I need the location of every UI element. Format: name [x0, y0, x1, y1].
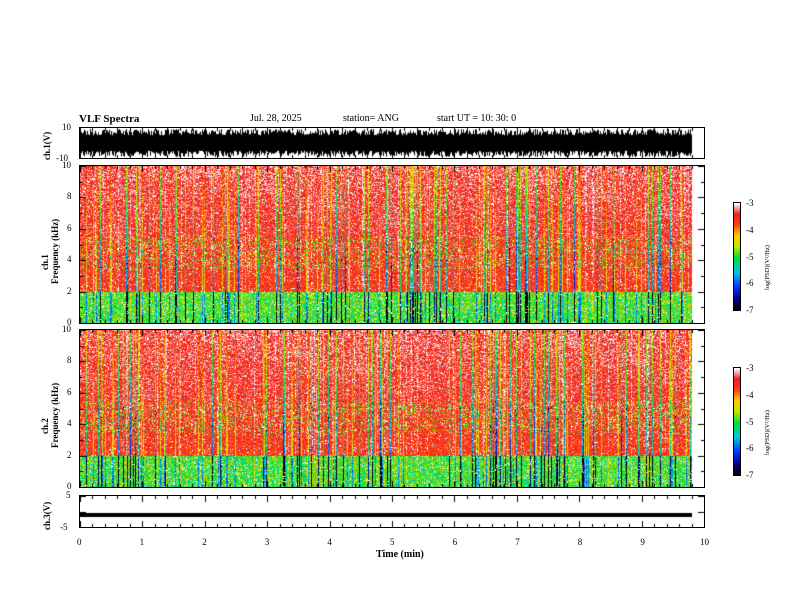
colorbar-tick--3: -3 — [746, 363, 754, 373]
x-tick-5: 5 — [390, 537, 395, 547]
colorbar-tick--3: -3 — [746, 198, 754, 208]
chart-title: VLF Spectra — [79, 113, 140, 125]
freq-tick-2: 2 — [67, 449, 72, 460]
ch3-plot — [80, 496, 704, 527]
freq-tick-4: 4 — [67, 254, 72, 265]
freq-tick-0: 0 — [67, 317, 72, 327]
x-tick-9: 9 — [640, 537, 645, 547]
start-time-label: start UT = 10: 30: 0 — [437, 113, 517, 124]
ch1-spectrogram-panel — [79, 165, 705, 324]
freq-tick-2: 2 — [67, 285, 72, 296]
colorbar-2-label: log(PSD)(V²/Hz) — [764, 410, 771, 455]
colorbar-2 — [733, 367, 741, 476]
colorbar-tick--7: -7 — [746, 305, 754, 315]
freq-tick-4: 4 — [67, 418, 72, 429]
ch1-waveform-panel — [79, 127, 705, 159]
ch1-tick-bottom: -10 — [56, 153, 68, 163]
x-axis-label: Time (min) — [376, 549, 424, 560]
ch1-waveform-plot — [80, 128, 704, 158]
ch2-spectrogram-panel — [79, 329, 705, 488]
x-tick-1: 1 — [139, 537, 145, 547]
colorbar-tick--4: -4 — [746, 224, 754, 235]
station-label: station= ANG — [343, 113, 399, 124]
ch2-spectrogram — [80, 330, 704, 487]
spec2-ylabel-freq: Frequency (kHz) — [50, 382, 60, 448]
x-tick-2: 2 — [202, 537, 207, 547]
x-tick-7: 7 — [515, 537, 520, 547]
ch1-spectrogram — [80, 166, 704, 323]
x-tick-4: 4 — [327, 537, 332, 547]
spec2-ylabel-channel: ch.2 — [40, 418, 50, 434]
freq-tick-10: 10 — [62, 160, 71, 170]
spec1-ylabel-freq: Frequency (kHz) — [50, 218, 60, 284]
x-tick-3: 3 — [264, 537, 270, 547]
ch3-panel — [79, 495, 705, 528]
freq-tick-8: 8 — [67, 355, 72, 366]
x-tick-8: 8 — [577, 537, 583, 547]
date-label: Jul. 28, 2025 — [250, 113, 302, 124]
colorbar-1 — [733, 202, 741, 311]
x-tick-6: 6 — [452, 537, 458, 547]
freq-tick-6: 6 — [67, 386, 72, 397]
colorbar-tick--6: -6 — [746, 278, 754, 289]
ch3-ylabel: ch.3(V) — [42, 501, 52, 530]
x-tick-0: 0 — [77, 537, 82, 547]
freq-tick-0: 0 — [67, 481, 72, 491]
x-tick-10: 10 — [700, 537, 709, 547]
ch3-tick-bottom: -5 — [60, 522, 68, 532]
colorbar-tick--5: -5 — [746, 251, 754, 262]
freq-tick-10: 10 — [62, 324, 71, 334]
colorbar-1-label: log(PSD)(V²/Hz) — [764, 245, 771, 290]
freq-tick-8: 8 — [67, 191, 72, 202]
colorbar-tick--7: -7 — [746, 470, 754, 480]
colorbar-tick--6: -6 — [746, 443, 754, 454]
ch1-tick-top: 10 — [62, 122, 71, 132]
ch1-ylabel: ch.1(V) — [42, 131, 52, 160]
colorbar-tick--4: -4 — [746, 389, 754, 400]
ch3-tick-top: 5 — [66, 490, 71, 500]
colorbar-tick--5: -5 — [746, 416, 754, 427]
freq-tick-6: 6 — [67, 222, 72, 233]
spec1-ylabel-channel: ch.1 — [40, 254, 50, 270]
